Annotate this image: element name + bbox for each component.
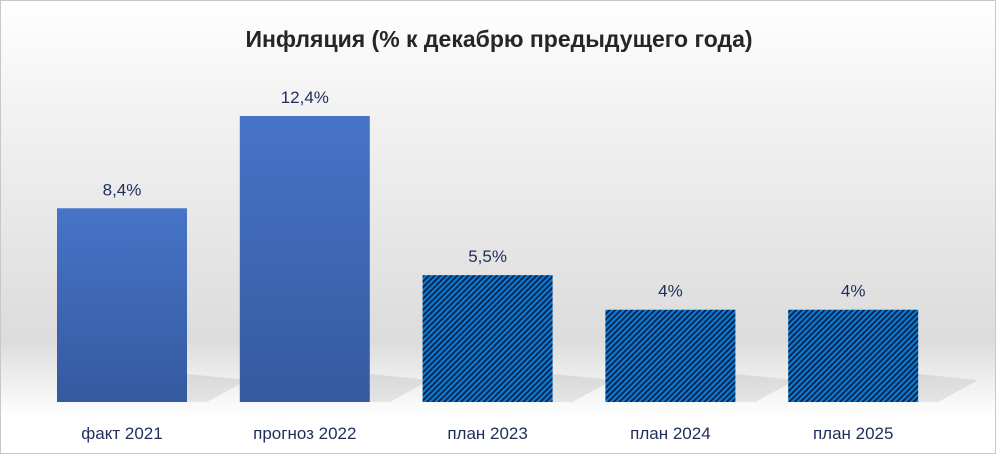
bar-shadow <box>918 374 979 402</box>
x-tick-label: факт 2021 <box>81 424 162 443</box>
bar-1 <box>57 208 187 402</box>
chart-title: Инфляция (% к декабрю предыдущего года) <box>245 26 752 52</box>
bar-4 <box>605 309 736 402</box>
x-tick-label: прогноз 2022 <box>253 424 356 443</box>
bar-shadow <box>187 374 247 402</box>
x-tick-label: план 2024 <box>630 424 711 443</box>
data-label: 5,5% <box>468 247 507 266</box>
bar-shadow <box>552 374 613 402</box>
bar-shadow <box>735 374 796 402</box>
bar-shadow <box>369 374 430 402</box>
bar-5 <box>788 309 919 402</box>
x-tick-label: план 2025 <box>813 424 894 443</box>
data-label: 4% <box>841 282 866 301</box>
x-tick-label: план 2023 <box>447 424 528 443</box>
data-label: 4% <box>658 282 683 301</box>
data-label: 8,4% <box>103 180 142 199</box>
bar-2 <box>239 116 370 402</box>
data-label: 12,4% <box>281 88 329 107</box>
bar-3 <box>422 275 553 402</box>
